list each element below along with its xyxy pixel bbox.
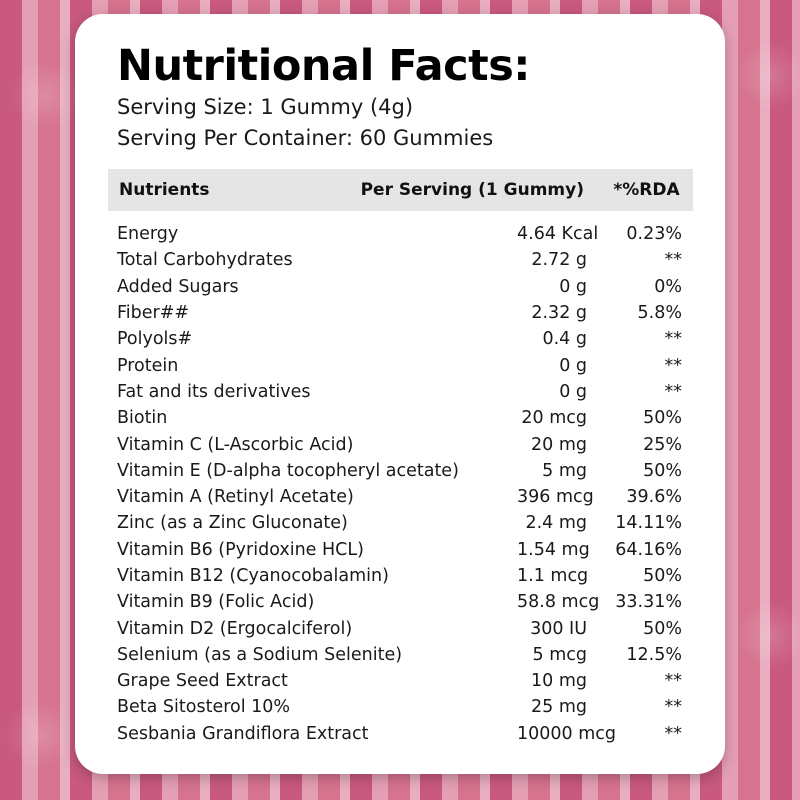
table-row: Polyols# 0.4 g ** — [117, 326, 691, 352]
rda-value: 39.6% — [626, 487, 682, 508]
nutrient-name: Zinc (as a Zinc Gluconate) — [117, 513, 348, 534]
per-serving-value: 300 IU — [530, 618, 587, 639]
rda-value: 50% — [643, 408, 682, 429]
table-row: Protein 0 g ** — [117, 352, 691, 378]
rda-value: 5.8% — [637, 303, 682, 324]
header-per-serving: Per Serving (1 Gummy) — [360, 180, 584, 200]
rda-value: 14.11% — [615, 513, 682, 534]
per-serving-value: 4.64 Kcal — [517, 224, 599, 245]
nutrient-name: Added Sugars — [117, 276, 239, 297]
rda-value: ** — [664, 697, 683, 718]
rda-value: 50% — [643, 460, 682, 481]
table-row: Vitamin B6 (Pyridoxine HCL) 1.54 mg 64.16% — [117, 537, 691, 563]
per-serving-value: 0.4 g — [542, 329, 587, 350]
rda-value: ** — [664, 329, 683, 350]
leaf-decoration-icon — [5, 700, 75, 770]
nutrient-name: Vitamin B12 (Cyanocobalamin) — [117, 566, 389, 586]
table-row: Vitamin E (D-alpha tocopheryl acetate) 5 … — [117, 458, 691, 484]
nutrient-name: Selenium (as a Sodium Selenite) — [117, 644, 403, 665]
table-row: Grape Seed Extract 10 mg ** — [117, 668, 691, 694]
per-serving-value: 1.54 mg — [517, 539, 590, 560]
rda-value: ** — [664, 723, 683, 744]
rda-value: 33.31% — [615, 592, 682, 613]
nutrient-name: Vitamin B6 (Pyridoxine HCL) — [117, 539, 364, 560]
leaf-decoration-icon — [735, 600, 800, 670]
table-row: Beta Sitosterol 10% 25 mg ** — [117, 694, 691, 720]
table-row: Sesbania Grandiflora Extract 10000 mcg ** — [117, 721, 691, 747]
per-serving-value: 25 mg — [531, 697, 587, 718]
rda-value: 50% — [643, 566, 682, 586]
per-serving-value: 2.72 g — [531, 250, 587, 271]
per-serving-value: 58.8 mcg — [517, 592, 600, 613]
rda-value: 25% — [643, 434, 682, 455]
rda-value: 64.16% — [615, 539, 682, 560]
nutrient-table: Energy 4.64 Kcal 0.23% Total Carbohydrates 2… — [117, 221, 691, 747]
per-serving-value: 20 mg — [531, 434, 587, 455]
table-row: Selenium (as a Sodium Selenite) 5 mcg 12.5… — [117, 642, 691, 668]
nutrient-name: Total Carbohydrates — [117, 250, 293, 271]
per-serving-value: 0 g — [559, 276, 587, 297]
table-row: Vitamin B12 (Cyanocobalamin) 1.1 mcg 50% — [117, 563, 691, 589]
nutrient-name: Fiber## — [117, 303, 190, 324]
nutrition-card: Nutritional Facts: Serving Size: 1 Gummy… — [75, 14, 725, 774]
nutrient-name: Energy — [117, 224, 179, 245]
table-row: Biotin 20 mcg 50% — [117, 405, 691, 431]
nutrient-name: Vitamin D2 (Ergocalciferol) — [117, 618, 353, 639]
nutrient-name: Beta Sitosterol 10% — [117, 697, 291, 718]
table-row: Fiber## 2.32 g 5.8% — [117, 300, 691, 326]
nutrient-name: Vitamin C (L-Ascorbic Acid) — [117, 434, 354, 455]
leaf-decoration-icon — [735, 40, 800, 110]
nutrient-name: Grape Seed Extract — [117, 671, 288, 692]
rda-value: ** — [664, 250, 683, 271]
nutrient-name: Vitamin A (Retinyl Acetate) — [117, 487, 354, 508]
table-row: Vitamin A (Retinyl Acetate) 396 mcg 39.6% — [117, 484, 691, 510]
per-serving-value: 2.32 g — [531, 303, 587, 324]
table-row: Zinc (as a Zinc Gluconate) 2.4 mg 14.11% — [117, 510, 691, 536]
per-serving-value: 0 g — [559, 381, 587, 402]
table-row: Added Sugars 0 g 0% — [117, 274, 691, 300]
rda-value: 0% — [654, 276, 682, 297]
nutrient-name: Protein — [117, 355, 179, 376]
per-serving-value: 5 mg — [542, 460, 587, 481]
table-header: Nutrients Per Serving (1 Gummy) *%RDA — [108, 169, 693, 211]
rda-value: 0.23% — [626, 224, 682, 245]
nutrient-name: Polyols# — [117, 329, 193, 350]
per-serving-value: 10 mg — [531, 671, 587, 692]
table-row: Fat and its derivatives 0 g ** — [117, 379, 691, 405]
table-row: Total Carbohydrates 2.72 g ** — [117, 247, 691, 273]
table-row: Vitamin C (L-Ascorbic Acid) 20 mg 25% — [117, 431, 691, 457]
leaf-decoration-icon — [10, 60, 80, 130]
nutrient-name: Sesbania Grandiflora Extract — [117, 723, 369, 744]
per-serving-value: 5 mcg — [532, 644, 587, 665]
serving-size: Serving Size: 1 Gummy (4g) — [117, 95, 414, 119]
rda-value: 50% — [643, 618, 682, 639]
per-serving-value: 20 mcg — [521, 408, 587, 429]
page-title: Nutritional Facts: — [117, 41, 530, 91]
rda-value: ** — [664, 355, 683, 376]
serving-per-container: Serving Per Container: 60 Gummies — [117, 126, 494, 150]
per-serving-value: 1.1 mcg — [517, 566, 589, 586]
rda-value: ** — [664, 381, 683, 402]
per-serving-value: 2.4 mg — [525, 513, 587, 534]
per-serving-value: 396 mcg — [517, 487, 594, 508]
table-row: Vitamin D2 (Ergocalciferol) 300 IU 50% — [117, 615, 691, 641]
header-nutrients: Nutrients — [119, 180, 210, 200]
rda-value: 12.5% — [626, 644, 682, 665]
table-row: Vitamin B9 (Folic Acid) 58.8 mcg 33.31% — [117, 589, 691, 615]
header-rda: *%RDA — [613, 180, 680, 200]
nutrient-name: Fat and its derivatives — [117, 381, 311, 402]
rda-value: ** — [664, 671, 683, 692]
nutrient-name: Vitamin B9 (Folic Acid) — [117, 592, 315, 613]
per-serving-value: 10000 mcg — [517, 723, 617, 744]
per-serving-value: 0 g — [559, 355, 587, 376]
nutrient-name: Vitamin E (D-alpha tocopheryl acetate) — [117, 460, 459, 481]
table-row: Energy 4.64 Kcal 0.23% — [117, 221, 691, 247]
nutrient-name: Biotin — [117, 408, 168, 429]
